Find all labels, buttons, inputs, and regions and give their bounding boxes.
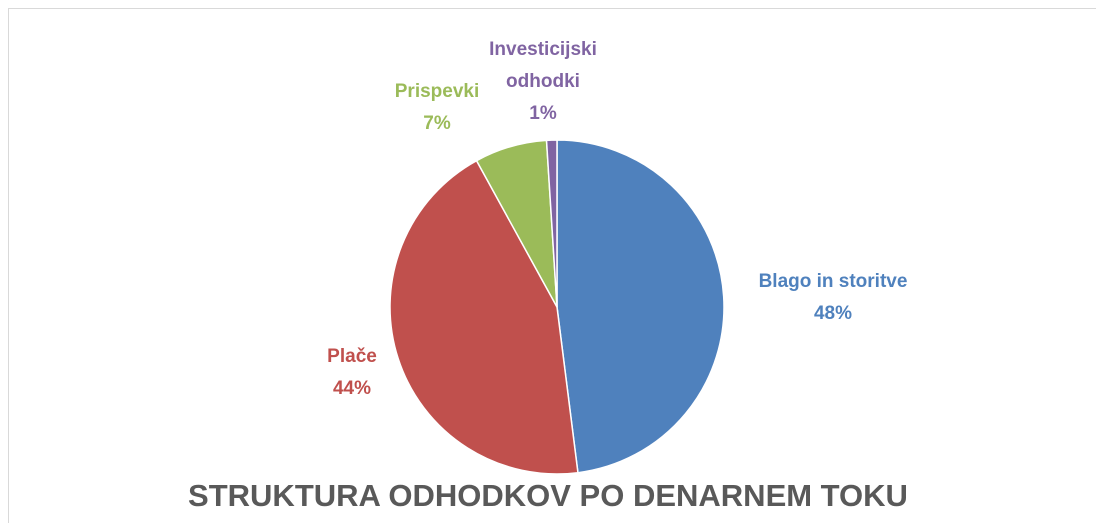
data-label: Plače 44% xyxy=(292,341,412,405)
chart-title: STRUKTURA ODHODKOV PO DENARNEM TOKU xyxy=(188,478,908,513)
data-label: Blago in storitve 48% xyxy=(723,266,943,330)
pie-slice xyxy=(389,159,579,475)
slice-name: Investicijski odhodki xyxy=(489,39,597,92)
data-label: Prispevki 7% xyxy=(377,76,497,140)
slice-percent: 48% xyxy=(813,303,853,324)
pie-slice xyxy=(556,139,725,474)
slice-percent: 44% xyxy=(332,378,372,399)
slice-name: Plače xyxy=(327,346,377,367)
slice-name: Prispevki xyxy=(394,81,480,102)
pie-slice xyxy=(545,139,558,308)
slice-percent: 7% xyxy=(423,113,451,134)
slice-name: Blago in storitve xyxy=(758,271,908,292)
slice-percent: 1% xyxy=(529,103,557,124)
data-label: Investicijski odhodki 1% xyxy=(478,34,608,130)
